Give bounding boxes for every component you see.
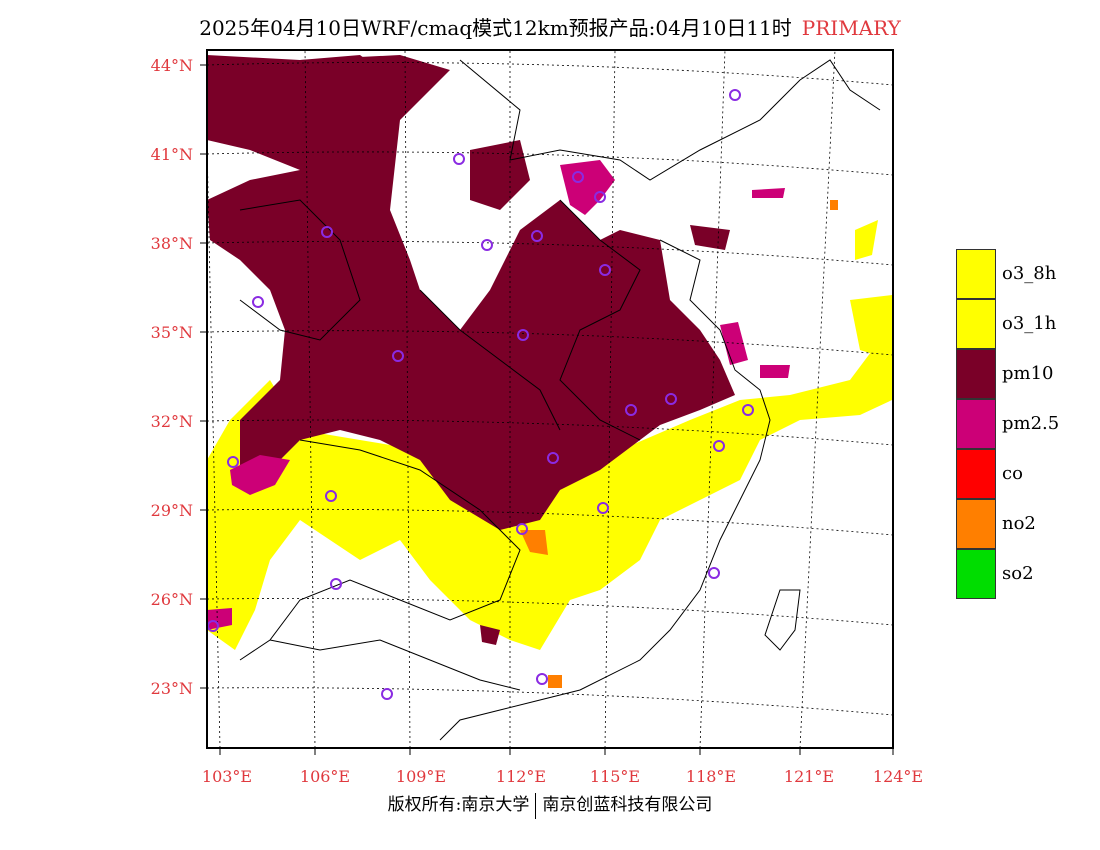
lon-label-106: 106°E [300,767,350,786]
lat-label-26: 26°N [151,590,193,609]
legend-swatch [956,499,996,549]
station-marker [392,350,404,362]
lon-label-103: 103°E [202,767,252,786]
lat-label-44: 44°N [151,56,193,75]
station-marker [325,490,337,502]
lon-labels: 103°E 106°E 109°E 112°E 115°E 118°E 121°… [202,767,923,786]
station-marker [321,226,333,238]
boundaries [239,59,881,741]
station-marker [665,393,677,405]
station-marker [597,502,609,514]
no2-spots [520,200,838,688]
station-marker [517,329,529,341]
station-marker [713,440,725,452]
pm10-region [207,55,735,645]
station-marker [547,452,559,464]
pollution-fields [207,55,892,688]
legend-swatch [956,399,996,449]
station-marker [708,567,720,579]
station-marker [381,688,393,700]
legend-swatch [956,299,996,349]
copyright-footer: 版权所有:南京大学 南京创蓝科技有限公司 [0,790,1100,819]
legend-swatch [956,349,996,399]
lon-label-109: 109°E [396,767,446,786]
lat-label-32: 32°N [151,412,193,431]
map-title: 2025年04月10日WRF/cmaq模式12km预报产品:04月10日11时 P… [0,12,1100,41]
o3-region [207,220,892,650]
map-frame [206,49,894,749]
station-marker [453,153,465,165]
station-marker [536,673,548,685]
lat-label-29: 29°N [151,501,193,520]
legend-label: pm10 [1002,363,1054,384]
ticks [200,64,894,755]
station-marker [594,191,606,203]
lat-label-38: 38°N [151,234,193,253]
station-marker [516,523,528,535]
lat-label-35: 35°N [151,323,193,342]
lat-label-23: 23°N [151,679,193,698]
station-marker [252,296,264,308]
legend-label: co [1002,463,1023,484]
station-marker [742,404,754,416]
copyright-right: 南京创蓝科技有限公司 [542,795,713,815]
station-marker [572,171,584,183]
footer-separator [535,792,537,819]
lon-label-124: 124°E [873,767,923,786]
copyright-left: 版权所有:南京大学 [387,795,530,815]
lon-label-121: 121°E [784,767,834,786]
legend-label: pm2.5 [1002,413,1060,434]
station-marker [599,264,611,276]
station-marker [330,578,342,590]
lat-labels: 44°N 41°N 38°N 35°N 32°N 29°N 26°N 23°N [151,56,193,698]
legend-label: no2 [1002,513,1036,534]
lon-label-112: 112°E [496,767,546,786]
lat-label-41: 41°N [151,145,193,164]
station-marker [625,404,637,416]
title-main: 2025年04月10日WRF/cmaq模式12km预报产品:04月10日11时 [199,16,792,40]
station-marker [531,230,543,242]
legend-label: o3_8h [1002,263,1057,284]
lon-label-115: 115°E [590,767,640,786]
legend-label: o3_1h [1002,313,1057,334]
title-tag: PRIMARY [801,16,901,40]
legend-swatch [956,549,996,599]
legend-label: so2 [1002,563,1034,584]
pm25-region [207,160,790,630]
legend-swatch [956,449,996,499]
station-marker [227,456,239,468]
station-marker [729,89,741,101]
lon-label-118: 118°E [686,767,736,786]
legend-swatch [956,249,996,299]
station-marker [481,239,493,251]
